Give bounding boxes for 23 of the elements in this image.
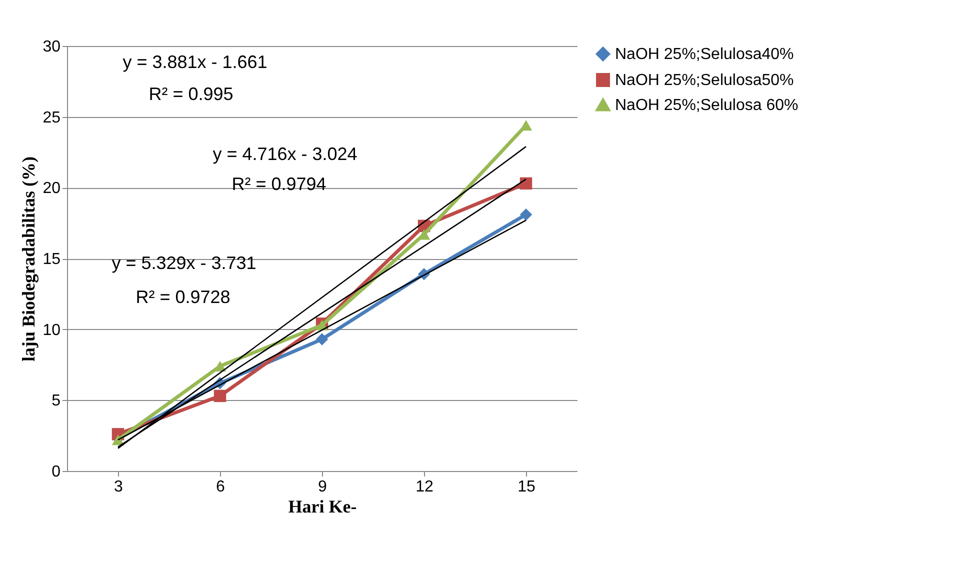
annotation: R² = 0.995 [148, 84, 234, 104]
x-tick-label: 3 [114, 478, 124, 496]
y-tick-label: 30 [42, 38, 61, 56]
annotation: y = 4.716x - 3.024 [212, 144, 358, 164]
y-tick-label: 25 [42, 109, 61, 126]
x-tick-label: 9 [318, 478, 328, 496]
y-tick-label: 10 [42, 322, 61, 339]
y-axis-title: laju Biodegradabilitas (%) [18, 156, 39, 362]
x-tick-label: 15 [518, 478, 536, 496]
annotation: y = 3.881x - 1.661 [122, 52, 268, 72]
legend-label: NaOH 25%;Selulosa50% [615, 72, 794, 89]
x-tick-label: 12 [416, 478, 434, 496]
annotation: R² = 0.9728 [136, 287, 230, 307]
x-axis-title: Hari Ke- [288, 496, 357, 516]
x-tick-label: 6 [216, 478, 226, 496]
y-tick-label: 5 [52, 392, 61, 410]
annotation: R² = 0.9794 [232, 174, 326, 194]
legend-label: NaOH 25%;Selulosa 60% [615, 97, 798, 114]
y-tick-label: 0 [52, 464, 61, 480]
y-tick-label: 15 [42, 251, 61, 268]
y-tick-label: 20 [42, 180, 61, 198]
annotation: y = 5.329x - 3.731 [112, 253, 256, 273]
legend-label: NaOH 25%;Selulosa40% [615, 46, 794, 63]
